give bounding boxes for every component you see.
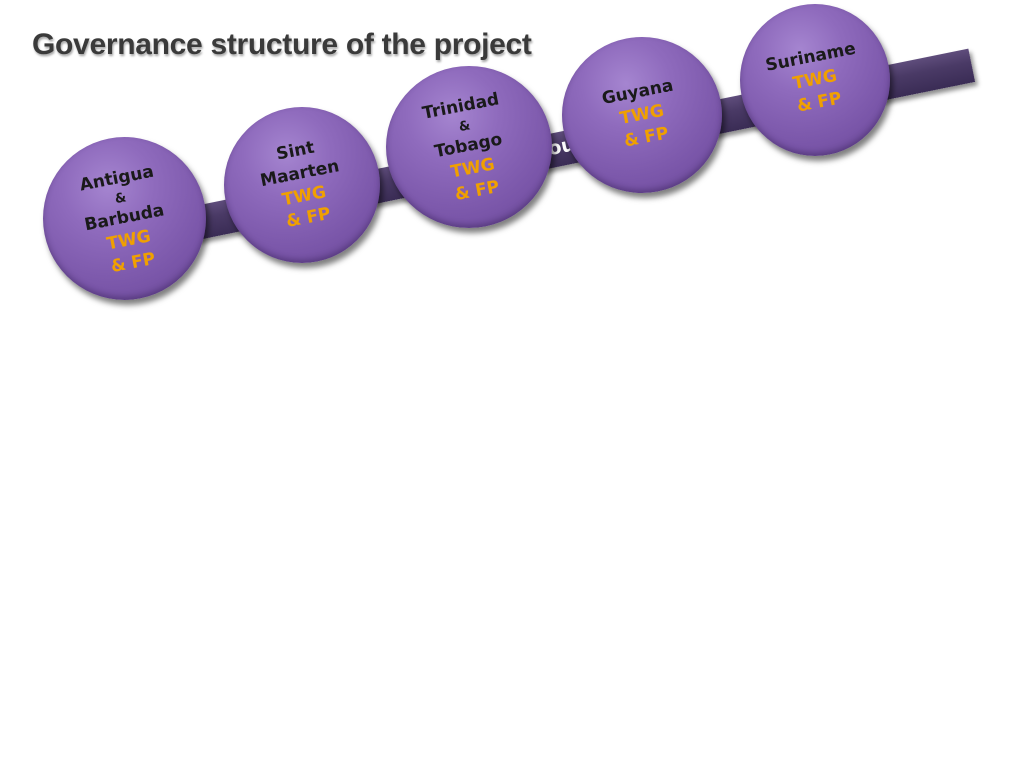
country-ball-sint-maarten: Sint Maarten TWG & FP bbox=[224, 107, 380, 263]
country-ball-trinidad-tobago: Trinidad & Tobago TWG & FP bbox=[386, 66, 552, 228]
country-ball-suriname: Suriname TWG & FP bbox=[740, 4, 890, 156]
slide-title: Governance structure of the project bbox=[32, 28, 532, 61]
country-ball-guyana: Guyana TWG & FP bbox=[562, 37, 722, 193]
country-ball-text: Suriname TWG & FP bbox=[745, 34, 886, 126]
country-ball-text: Trinidad & Tobago TWG & FP bbox=[395, 83, 543, 214]
country-ball-antigua-barbuda: Antigua & Barbuda TWG & FP bbox=[43, 137, 206, 300]
country-ball-text: Sint Maarten TWG & FP bbox=[230, 128, 375, 242]
country-ball-text: Guyana TWG & FP bbox=[572, 69, 713, 161]
country-ball-text: Antigua & Barbuda TWG & FP bbox=[50, 155, 198, 286]
